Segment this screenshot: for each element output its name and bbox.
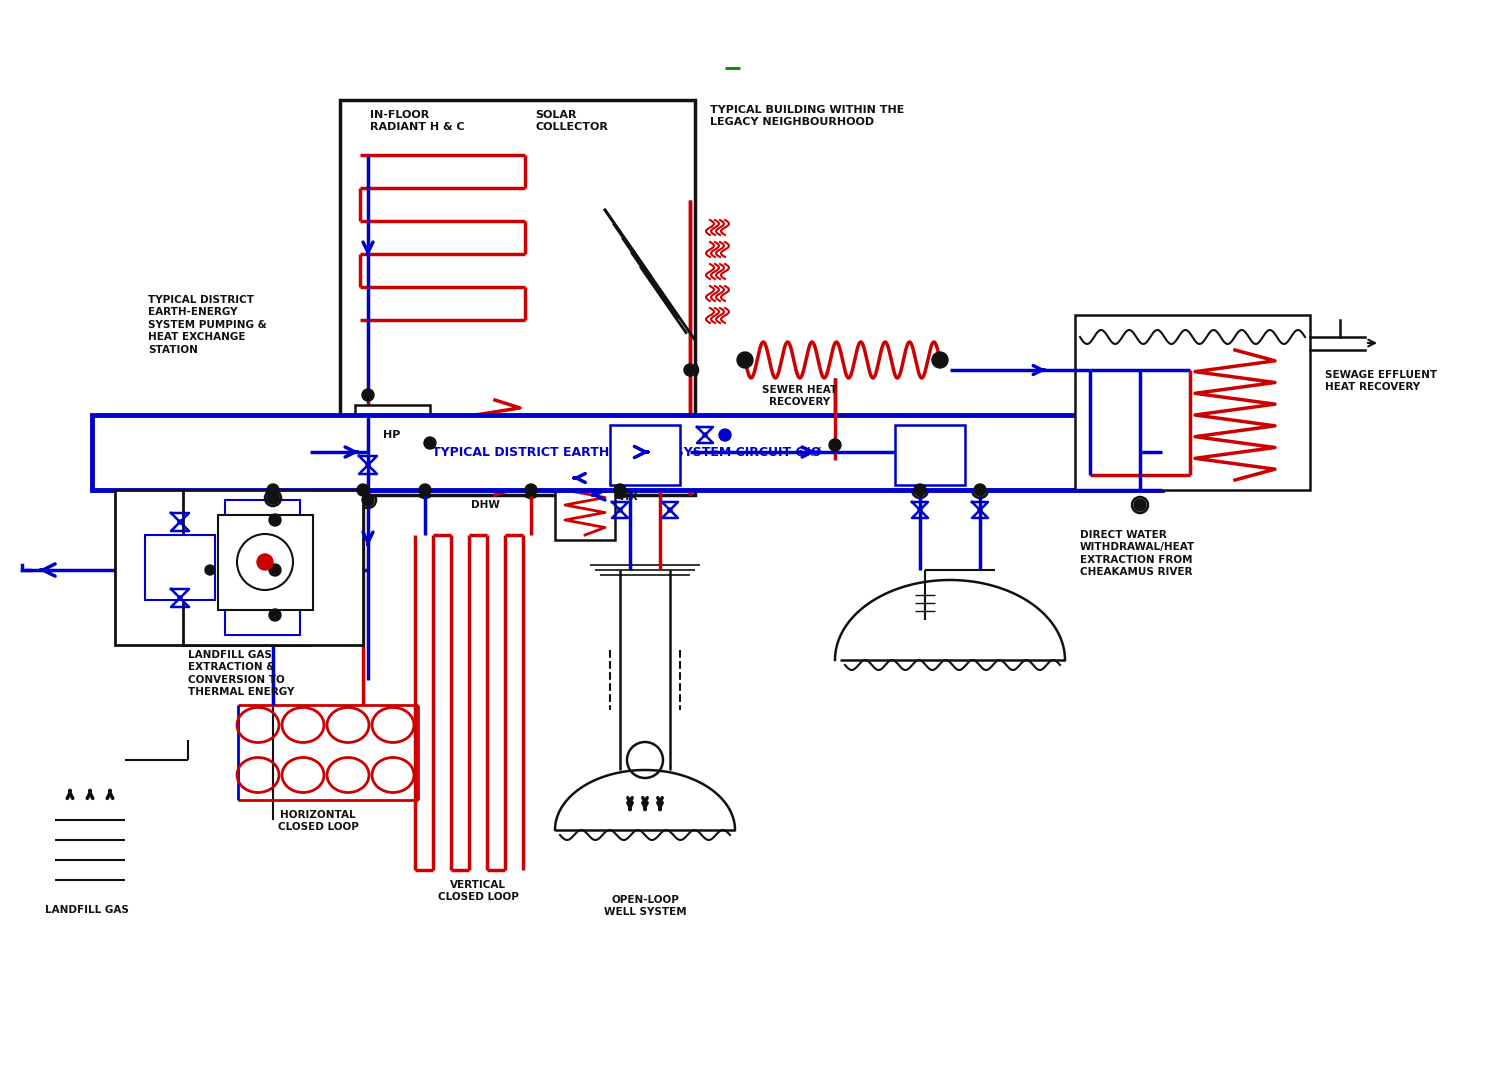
Circle shape [668,508,673,512]
Circle shape [614,483,626,496]
Circle shape [362,494,374,506]
Circle shape [267,492,279,504]
Text: SEWAGE EFFLUENT
HEAT RECOVERY: SEWAGE EFFLUENT HEAT RECOVERY [1326,370,1437,392]
Circle shape [914,483,926,496]
Circle shape [932,352,949,367]
Circle shape [618,508,621,512]
Circle shape [525,483,537,496]
Text: OPEN-LOOP
WELL SYSTEM: OPEN-LOOP WELL SYSTEM [603,895,686,917]
Circle shape [267,492,279,504]
Text: LANDFILL GAS: LANDFILL GAS [45,905,128,915]
Bar [115,490,311,645]
Text: HP: HP [383,430,401,440]
Circle shape [178,596,182,601]
Bar [339,100,695,495]
Bar [92,415,1163,490]
Bar [555,455,615,540]
Bar [182,490,363,645]
Circle shape [737,352,752,367]
Circle shape [268,514,280,526]
Text: SEWER HEAT
RECOVERY: SEWER HEAT RECOVERY [763,385,837,408]
Circle shape [424,437,436,449]
Bar [611,425,680,485]
Circle shape [256,554,273,570]
Circle shape [703,433,707,437]
Text: VERTICAL
CLOSED LOOP: VERTICAL CLOSED LOOP [437,880,519,902]
Circle shape [267,483,279,496]
Circle shape [974,483,986,496]
Circle shape [419,483,431,496]
Circle shape [268,609,280,621]
Circle shape [1134,499,1146,511]
Bar [354,405,430,465]
Text: HORIZONTAL
CLOSED LOOP: HORIZONTAL CLOSED LOOP [277,810,359,833]
Text: HX: HX [620,492,638,502]
Circle shape [979,508,982,512]
Circle shape [357,483,369,496]
Bar [145,535,216,601]
Bar [225,580,300,635]
Text: DIRECT WATER
WITHDRAWAL/HEAT
EXTRACTION FROM
CHEAKAMUS RIVER: DIRECT WATER WITHDRAWAL/HEAT EXTRACTION … [1080,530,1196,577]
Text: TYPICAL DISTRICT EARTH-ENERGY SYSTEM CIRCUIT 6"Ø: TYPICAL DISTRICT EARTH-ENERGY SYSTEM CIR… [433,446,822,459]
Text: IN-FLOOR
RADIANT H & C: IN-FLOOR RADIANT H & C [369,109,464,132]
Circle shape [268,564,280,576]
Bar [896,425,965,485]
Text: LANDFILL GAS
EXTRACTION &
CONVERSION TO
THERMAL ENERGY: LANDFILL GAS EXTRACTION & CONVERSION TO … [188,650,294,697]
Text: DHW: DHW [470,500,499,509]
Circle shape [178,520,182,524]
Bar [1075,315,1310,490]
Circle shape [685,364,697,376]
Circle shape [719,429,731,441]
Bar [219,515,314,610]
Circle shape [829,439,841,451]
Bar [225,500,300,555]
Text: TYPICAL DISTRICT
EARTH-ENERGY
SYSTEM PUMPING &
HEAT EXCHANGE
STATION: TYPICAL DISTRICT EARTH-ENERGY SYSTEM PUM… [148,295,267,354]
Text: SOLAR
COLLECTOR: SOLAR COLLECTOR [535,109,608,132]
Circle shape [366,463,369,467]
Circle shape [205,565,216,575]
Circle shape [918,508,921,512]
Circle shape [362,389,374,401]
Text: TYPICAL BUILDING WITHIN THE
LEGACY NEIGHBOURHOOD: TYPICAL BUILDING WITHIN THE LEGACY NEIGH… [710,105,905,128]
